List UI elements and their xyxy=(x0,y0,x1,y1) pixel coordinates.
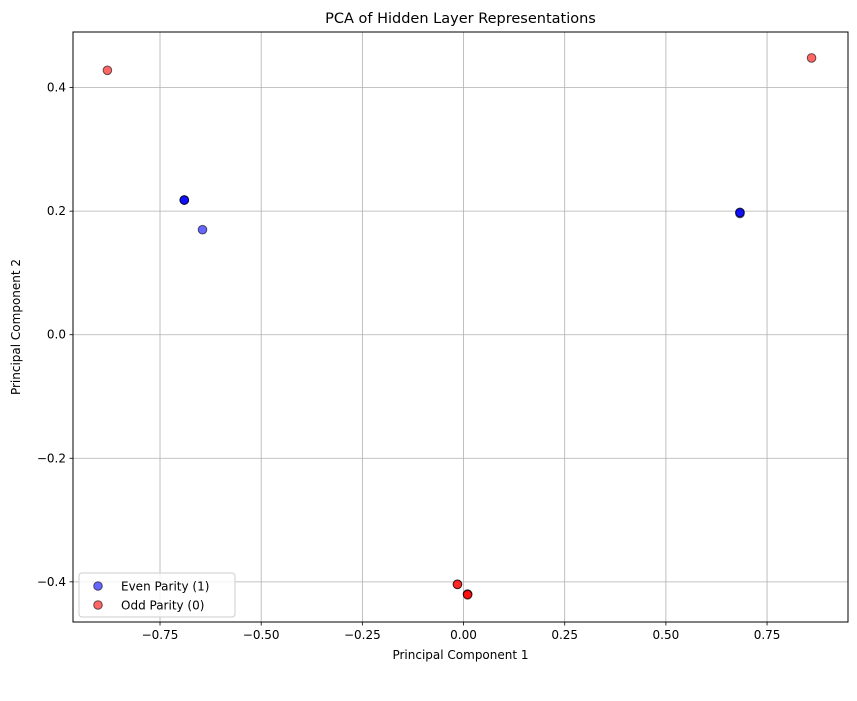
y-tick-label: 0.2 xyxy=(47,204,66,218)
legend-label: Odd Parity (0) xyxy=(121,599,204,613)
data-point xyxy=(197,224,208,235)
data-point xyxy=(806,53,817,63)
y-tick-label: 0.0 xyxy=(47,328,66,342)
y-tick-label: 0.4 xyxy=(47,81,66,95)
legend-marker xyxy=(93,581,103,591)
data-point xyxy=(452,579,463,590)
data-point xyxy=(735,207,745,218)
legend-marker xyxy=(93,600,103,610)
grid-lines xyxy=(73,32,848,622)
y-tick-label: −0.2 xyxy=(37,451,66,465)
x-tick-label: 0.00 xyxy=(450,628,477,642)
y-tick-label: −0.4 xyxy=(37,575,66,589)
data-point xyxy=(102,65,113,76)
x-tick-label: 0.50 xyxy=(653,628,680,642)
y-axis-title: Principal Component 2 xyxy=(9,259,23,395)
data-points xyxy=(102,53,817,600)
legend-box xyxy=(78,572,236,618)
x-axis-title: Principal Component 1 xyxy=(392,648,528,662)
x-tick-label: −0.75 xyxy=(142,628,179,642)
x-tick-label: 0.25 xyxy=(551,628,578,642)
legend: Even Parity (1) Odd Parity (0) xyxy=(78,572,236,618)
axis-ticks: −0.75 −0.50 −0.25 0.00 0.25 0.50 0.75 −0.4 −0.2 0… xyxy=(37,81,781,642)
chart-title: PCA of Hidden Layer Representations xyxy=(325,11,596,27)
data-point xyxy=(462,590,473,600)
x-tick-label: −0.50 xyxy=(243,628,280,642)
x-tick-label: −0.25 xyxy=(344,628,381,642)
data-point xyxy=(179,195,190,205)
plot-frame xyxy=(72,31,849,623)
x-tick-label: 0.75 xyxy=(754,628,781,642)
legend-label: Even Parity (1) xyxy=(121,580,209,594)
